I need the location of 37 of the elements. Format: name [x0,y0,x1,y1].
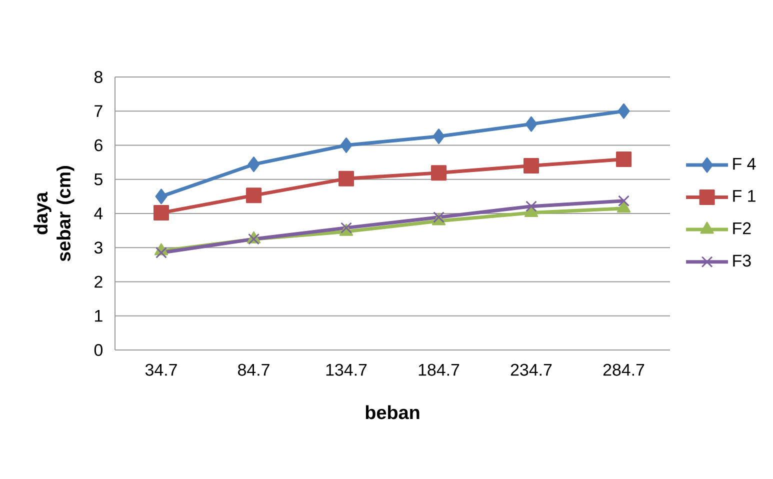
x-tick-label: 184.7 [418,364,460,376]
point [155,188,168,204]
point [618,103,630,119]
point [340,137,352,153]
y-tick-label: 5 [94,173,102,186]
point [338,170,354,186]
legend-label: F3 [733,254,751,267]
point [433,212,444,223]
legend-label: F 1 [733,190,756,202]
point [526,200,537,212]
y-tick-label: 8 [94,70,102,83]
x-tick-label: 134.7 [326,364,367,376]
point [525,116,538,132]
x-tick-label: 284.7 [603,364,644,376]
point [431,165,447,181]
y-tick-label: 4 [94,208,103,220]
point [154,205,170,221]
point [524,158,540,174]
y-tick-label: 1 [95,310,102,322]
x-axis-title: beban [366,405,420,420]
point [156,247,167,258]
point [616,151,632,167]
y-tick-label: 7 [94,105,102,117]
point [618,195,630,207]
legend-label: F 4 [733,158,756,170]
point [246,188,262,204]
y-tick-label: 2 [94,276,102,288]
y-tick-label: 3 [94,242,102,254]
legend-label: F2 [733,222,751,234]
x-tick-label: 234.7 [510,364,552,376]
x-tick-label: 34.7 [145,364,177,376]
y-axis-title: daya sebar (cm) [34,166,74,262]
y-tick-label: 6 [94,139,102,152]
point [248,156,260,172]
point [432,128,445,144]
x-tick-label: 84.7 [238,364,270,376]
y-tick-label: 0 [94,344,103,356]
